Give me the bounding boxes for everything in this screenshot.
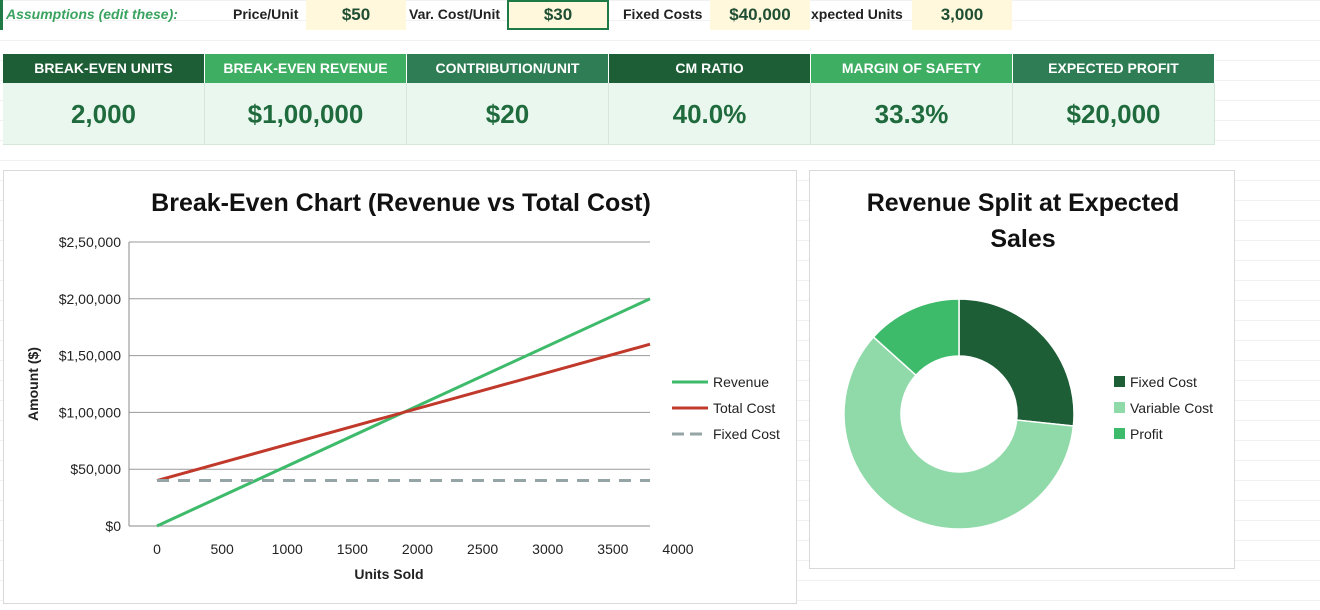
x-tick-label: 500 (210, 541, 234, 557)
kpi-header: BREAK-EVEN UNITS (3, 54, 205, 83)
price-label: Price/Unit (233, 6, 299, 22)
x-tick-label: 0 (153, 541, 161, 557)
fixed-input[interactable]: $40,000 (710, 0, 810, 30)
x-tick-label: 3000 (532, 541, 563, 557)
row-marker (0, 0, 3, 30)
y-tick-label: $50,000 (70, 461, 121, 477)
kpi-value[interactable]: 2,000 (3, 83, 205, 145)
x-tick-label: 1000 (272, 541, 303, 557)
y-tick-label: $2,50,000 (59, 234, 121, 250)
y-tick-label: $1,00,000 (59, 404, 121, 420)
chart-title: Break-Even Chart (Revenue vs Total Cost) (151, 189, 651, 217)
kpi-header: MARGIN OF SAFETY (811, 54, 1013, 83)
legend-label: Profit (1130, 426, 1163, 442)
kpi-value[interactable]: 40.0% (609, 83, 811, 145)
x-tick-label: 2500 (467, 541, 498, 557)
donut-slice-profit (872, 298, 960, 377)
kpi-value[interactable]: $1,00,000 (205, 83, 407, 145)
varcost-input[interactable]: $30 (507, 0, 609, 30)
revenue-split-chart: Revenue Split at Expected Sales Fixed Cost… (843, 189, 1213, 530)
x-tick-label: 3500 (597, 541, 628, 557)
legend-label: Revenue (713, 374, 769, 390)
donut-slice-variable-cost (843, 335, 1075, 530)
fixed-label: Fixed Costs (623, 6, 703, 22)
chart-title: Revenue Split at Expected (867, 189, 1180, 217)
legend-label: Fixed Cost (1130, 374, 1197, 390)
legend-swatch (1114, 376, 1125, 387)
kpi-header: CONTRIBUTION/UNIT (407, 54, 609, 83)
break-even-chart-panel[interactable]: Break-Even Chart (Revenue vs Total Cost)… (3, 170, 797, 604)
chart-title: Sales (990, 225, 1055, 253)
break-even-chart: Break-Even Chart (Revenue vs Total Cost)… (25, 189, 780, 582)
series-line-total-cost (156, 342, 651, 483)
y-axis-label: Amount ($) (25, 347, 41, 421)
assumptions-row: Assumptions (edit these): Price/Unit $50… (0, 0, 1320, 30)
price-input[interactable]: $50 (306, 0, 406, 30)
y-tick-label: $1,50,000 (59, 348, 121, 364)
assumptions-label: Assumptions (edit these): (6, 6, 178, 22)
legend-swatch (1114, 428, 1125, 439)
x-tick-label: 4000 (662, 541, 693, 557)
kpi-value[interactable]: 33.3% (811, 83, 1013, 145)
kpi-header: CM RATIO (609, 54, 811, 83)
legend-label: Variable Cost (1130, 400, 1213, 416)
expected-label: xpected Units (811, 6, 903, 22)
legend-label: Fixed Cost (713, 426, 780, 442)
x-tick-label: 1500 (337, 541, 368, 557)
kpi-header: BREAK-EVEN REVENUE (205, 54, 407, 83)
legend-swatch (1114, 402, 1125, 413)
x-tick-label: 2000 (402, 541, 433, 557)
legend-label: Total Cost (713, 400, 775, 416)
y-tick-label: $0 (105, 518, 121, 534)
y-tick-label: $2,00,000 (59, 291, 121, 307)
kpi-header: EXPECTED PROFIT (1013, 54, 1215, 83)
varcost-label: Var. Cost/Unit (409, 6, 501, 22)
kpi-value[interactable]: $20,000 (1013, 83, 1215, 145)
expected-input[interactable]: 3,000 (912, 0, 1012, 30)
kpi-value[interactable]: $20 (407, 83, 609, 145)
x-axis-label: Units Sold (354, 566, 423, 582)
revenue-split-panel[interactable]: Revenue Split at Expected Sales Fixed Cost… (809, 170, 1235, 569)
donut-slice-fixed-cost (958, 298, 1075, 427)
